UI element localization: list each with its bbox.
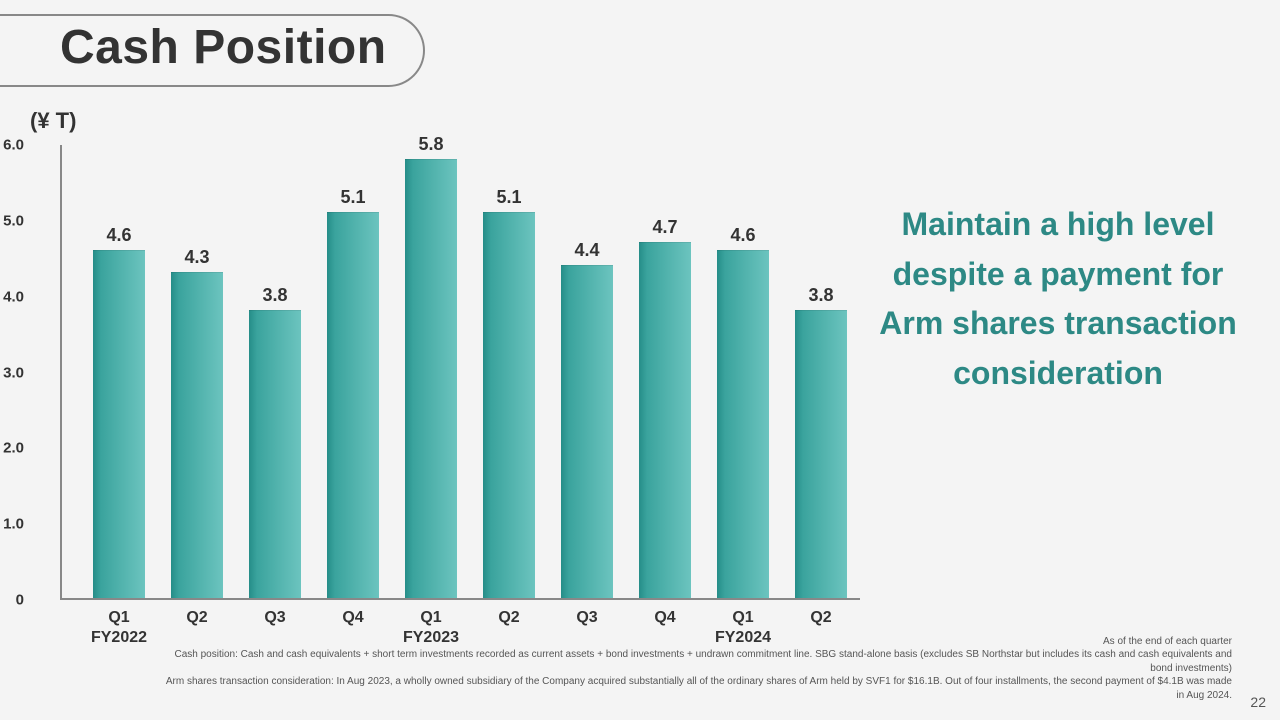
bars-container: 4.64.33.85.15.85.14.44.74.63.8 (80, 145, 860, 598)
bar-value-label: 4.4 (574, 240, 599, 261)
bar-column: 3.8 (236, 285, 314, 598)
bar-value-label: 4.7 (652, 217, 677, 238)
x-label-quarter: Q1 (732, 609, 753, 626)
x-tick-label: Q1 FY2022 (80, 608, 158, 648)
bar-column: 4.6 (80, 225, 158, 598)
y-tick: 5.0 (0, 212, 24, 229)
footnote-line2: Arm shares transaction consideration: In… (166, 676, 1232, 701)
y-axis-unit: (¥ T) (30, 108, 76, 134)
cash-position-chart: 01.02.03.04.05.06.0 4.64.33.85.15.85.14.… (60, 145, 860, 600)
bar-value-label: 5.1 (496, 187, 521, 208)
x-label-quarter: Q1 (108, 609, 129, 626)
bar-value-label: 3.8 (262, 285, 287, 306)
y-tick: 0 (0, 592, 24, 609)
bar (795, 310, 847, 598)
x-label-fy: FY2022 (80, 628, 158, 648)
y-tick: 6.0 (0, 137, 24, 154)
bar-column: 5.1 (314, 187, 392, 598)
bar (171, 272, 223, 598)
x-label-quarter: Q1 (420, 609, 441, 626)
x-label-quarter: Q4 (654, 609, 675, 626)
bar-column: 4.4 (548, 240, 626, 598)
bar-column: 5.1 (470, 187, 548, 598)
y-tick: 3.0 (0, 364, 24, 381)
x-label-quarter: Q2 (810, 609, 831, 626)
bar (717, 250, 769, 598)
bar-column: 4.6 (704, 225, 782, 598)
bar (561, 265, 613, 598)
x-label-quarter: Q3 (576, 609, 597, 626)
x-label-quarter: Q4 (342, 609, 363, 626)
bar-column: 3.8 (782, 285, 860, 598)
footnote-asof: As of the end of each quarter (160, 635, 1232, 649)
bar (639, 242, 691, 598)
x-label-quarter: Q2 (186, 609, 207, 626)
bar-column: 5.8 (392, 134, 470, 598)
callout-text: Maintain a high level despite a payment … (868, 200, 1248, 398)
bar-column: 4.7 (626, 217, 704, 598)
bar-value-label: 5.8 (418, 134, 443, 155)
footnote-line1: Cash position: Cash and cash equivalents… (175, 649, 1233, 674)
y-tick: 2.0 (0, 440, 24, 457)
bar (405, 159, 457, 598)
bar-value-label: 4.3 (184, 247, 209, 268)
bar (93, 250, 145, 598)
bar-column: 4.3 (158, 247, 236, 598)
y-tick: 1.0 (0, 516, 24, 533)
bar-value-label: 3.8 (808, 285, 833, 306)
y-tick: 4.0 (0, 288, 24, 305)
x-label-quarter: Q2 (498, 609, 519, 626)
bar (249, 310, 301, 598)
y-axis-line (60, 145, 62, 600)
bar (327, 212, 379, 598)
footnotes: As of the end of each quarter Cash posit… (160, 635, 1232, 703)
bar-value-label: 4.6 (106, 225, 131, 246)
bar-value-label: 4.6 (730, 225, 755, 246)
slide-title: Cash Position (0, 14, 425, 87)
bar-value-label: 5.1 (340, 187, 365, 208)
bar (483, 212, 535, 598)
x-label-quarter: Q3 (264, 609, 285, 626)
page-number: 22 (1250, 694, 1266, 710)
